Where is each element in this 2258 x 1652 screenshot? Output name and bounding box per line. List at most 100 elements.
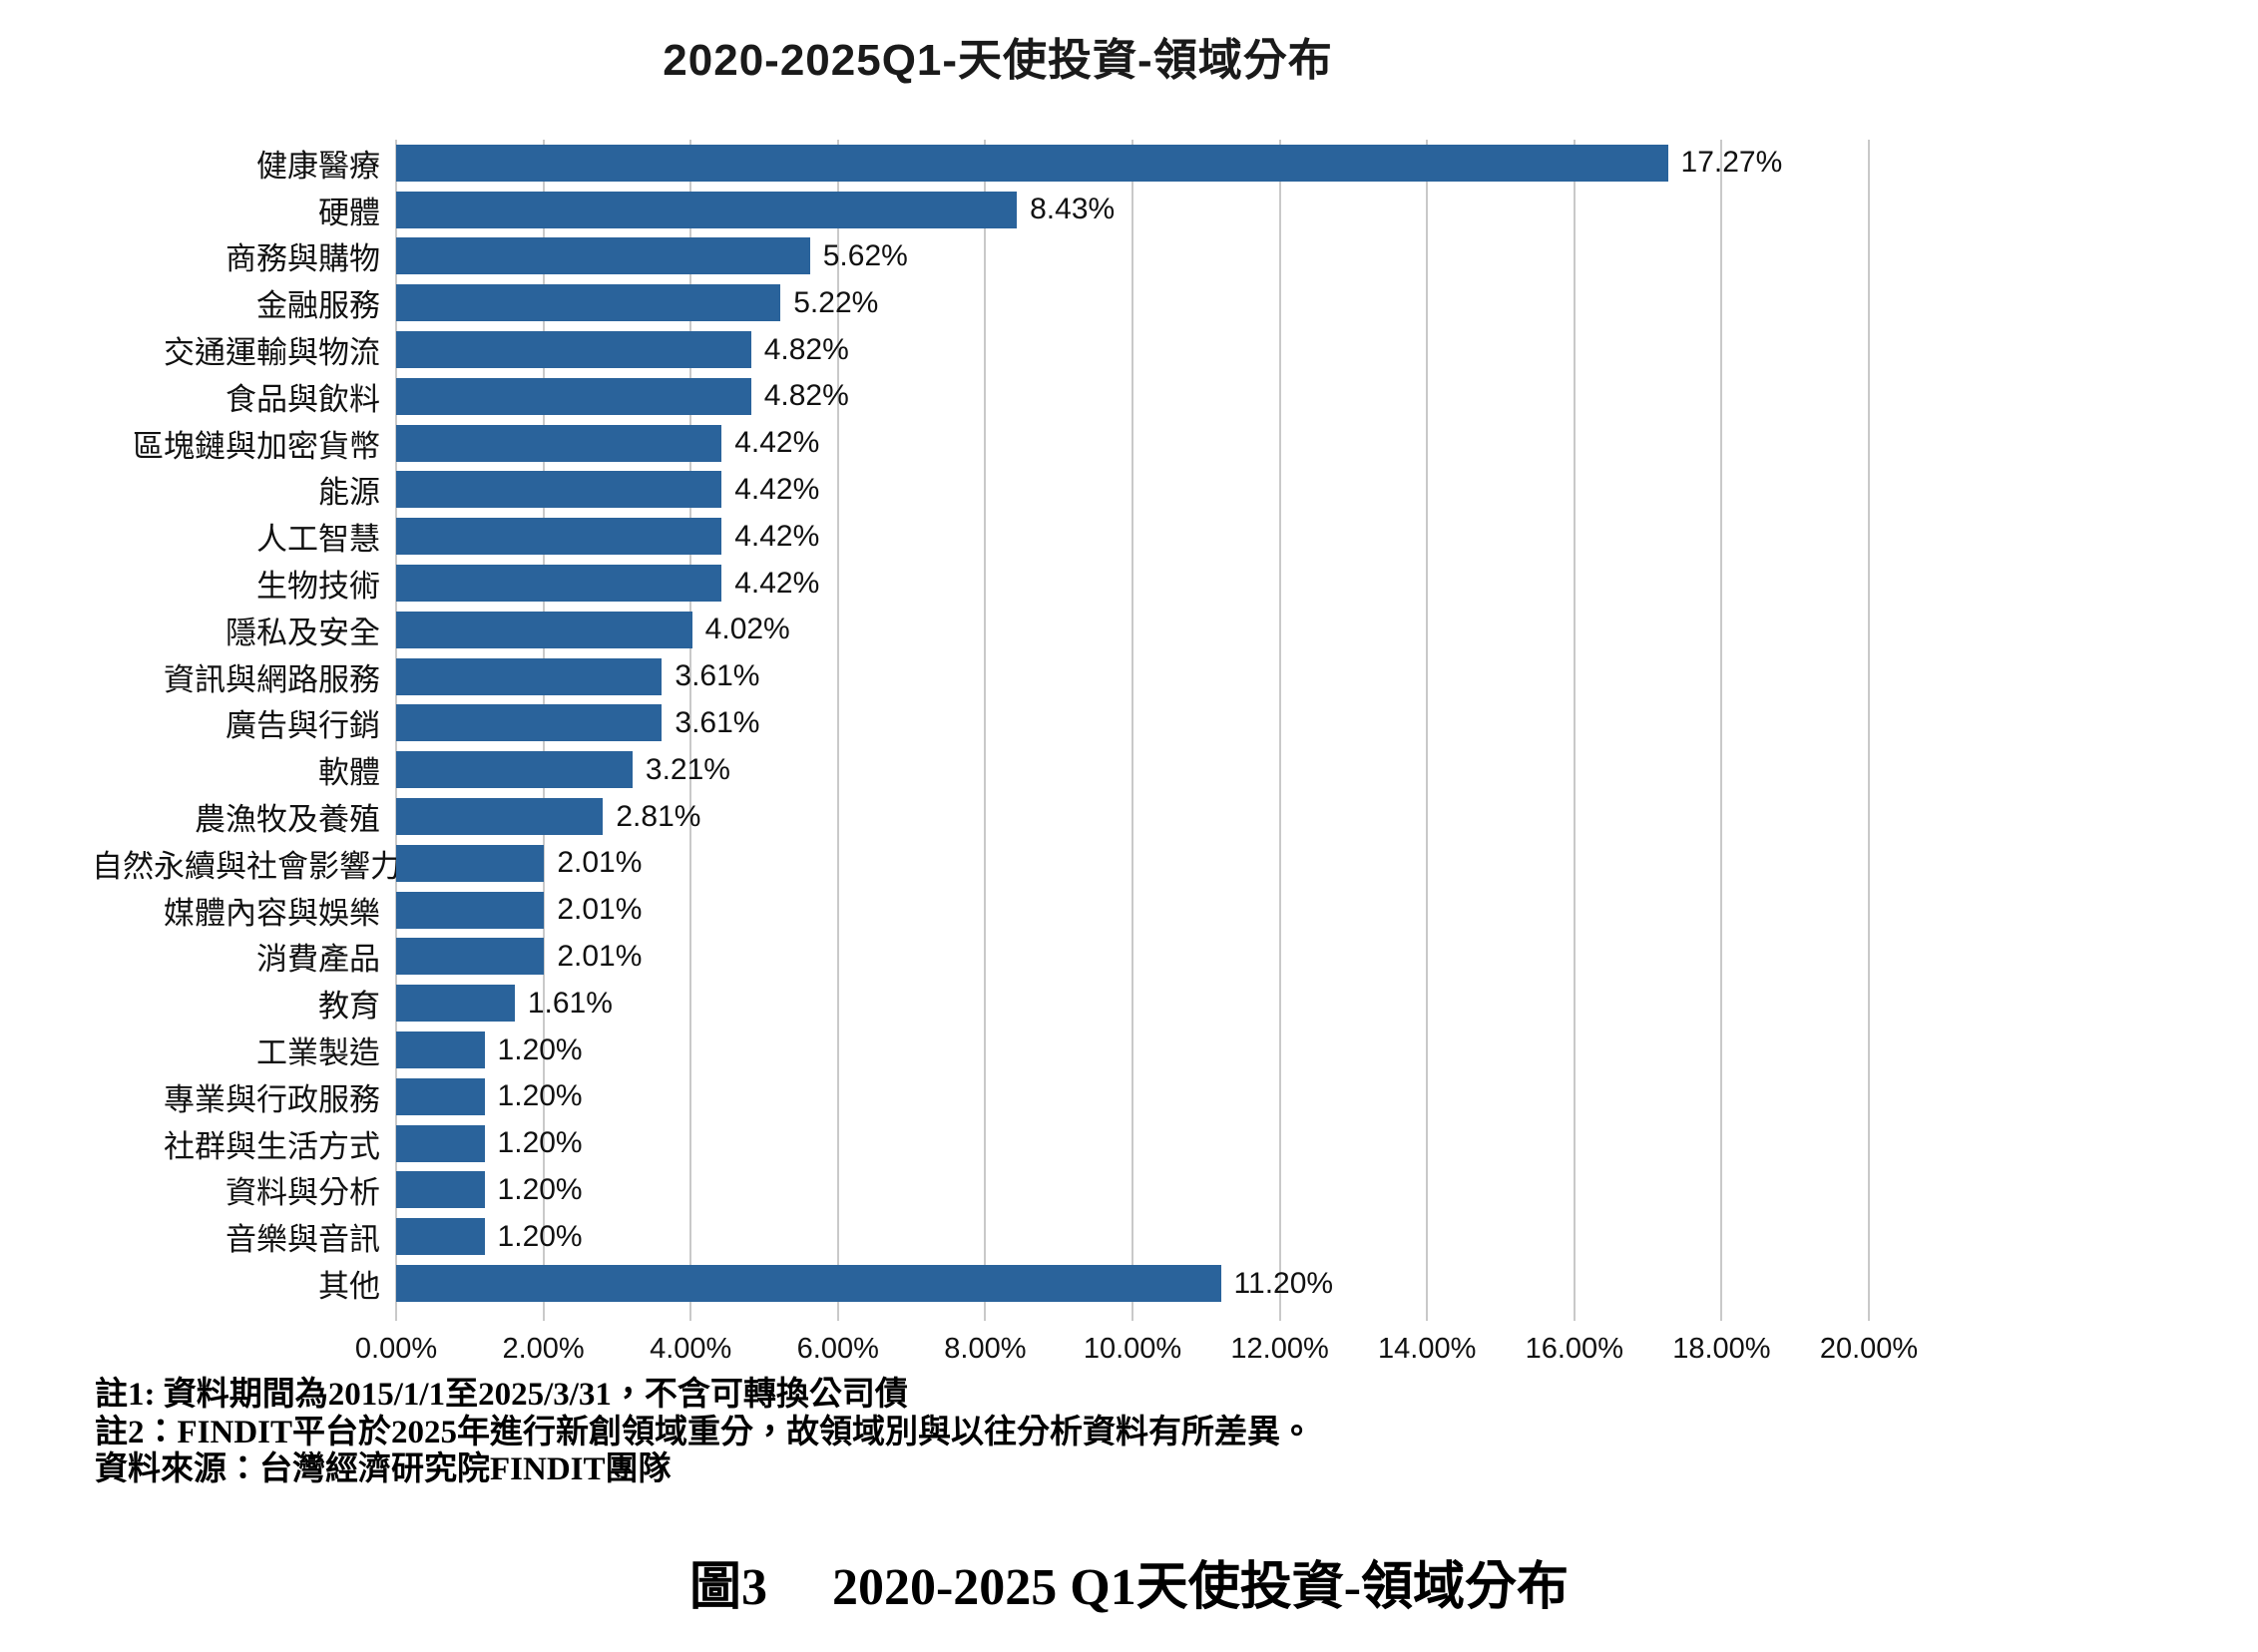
bar-row: 工業製造 1.20% [92, 1027, 2187, 1073]
category-label: 音樂與音訊 [226, 1222, 380, 1258]
bar [396, 471, 722, 509]
x-axis-tick-label: 18.00% [1672, 1333, 1771, 1365]
gridline [1720, 140, 1723, 1321]
value-label: 3.61% [675, 659, 760, 693]
bar [396, 518, 722, 556]
x-axis-tick-label: 2.00% [502, 1333, 585, 1365]
bar-row: 社群與生活方式 1.20% [92, 1120, 2187, 1167]
bar [396, 704, 663, 742]
value-label: 11.20% [1233, 1266, 1334, 1300]
category-label: 軟體 [318, 755, 380, 791]
value-label: 8.43% [1030, 193, 1116, 226]
bar [396, 1032, 485, 1069]
category-label: 媒體內容與娛樂 [164, 895, 380, 931]
gridline [836, 140, 839, 1321]
bar [396, 331, 751, 369]
value-label: 4.02% [704, 613, 790, 646]
value-label: 17.27% [1680, 146, 1783, 180]
bar-track: 3.61% [396, 700, 1869, 747]
bar-track: 2.81% [396, 793, 1869, 840]
category-label: 生物技術 [256, 569, 380, 605]
value-label: 1.20% [497, 1079, 583, 1113]
bar [396, 565, 722, 603]
bar-track: 1.20% [396, 1027, 1869, 1073]
category-label: 區塊鏈與加密貨幣 [133, 428, 380, 464]
value-label: 4.82% [763, 379, 849, 413]
bar-track: 1.20% [396, 1213, 1869, 1260]
bar-row: 生物技術 4.42% [92, 560, 2187, 607]
bar-track: 1.61% [396, 980, 1869, 1027]
category-label: 隱私及安全 [226, 615, 380, 650]
chart-title: 2020-2025Q1-天使投資-領域分布 [663, 36, 1333, 85]
bar-row: 資訊與網路服務 3.61% [92, 653, 2187, 700]
x-axis-tick-label: 8.00% [944, 1333, 1027, 1365]
bar-row: 能源 4.42% [92, 467, 2187, 514]
bar-track: 3.61% [396, 653, 1869, 700]
data-source: 資料來源：台灣經濟研究院FINDIT團隊 [95, 1451, 672, 1488]
value-label: 4.82% [763, 332, 849, 366]
category-label: 人工智慧 [256, 522, 380, 558]
category-label: 交通運輸與物流 [164, 335, 380, 371]
category-label: 社群與生活方式 [164, 1128, 380, 1164]
bar [396, 424, 722, 462]
bar [396, 377, 751, 415]
bar [396, 751, 633, 789]
category-label: 專業與行政服務 [164, 1081, 380, 1117]
value-label: 1.20% [497, 1172, 583, 1206]
value-label: 2.81% [616, 799, 701, 833]
bar-track: 4.42% [396, 560, 1869, 607]
bar-track: 8.43% [396, 187, 1869, 233]
bar [396, 798, 604, 836]
gridline [1426, 140, 1429, 1321]
gridline [984, 140, 987, 1321]
category-label: 農漁牧及養殖 [195, 802, 380, 838]
gridline [1573, 140, 1576, 1321]
bar [396, 1218, 485, 1256]
category-label: 健康醫療 [256, 148, 380, 184]
bar-row: 音樂與音訊 1.20% [92, 1213, 2187, 1260]
bar-row: 商務與購物 5.62% [92, 233, 2187, 280]
bar-row: 金融服務 5.22% [92, 279, 2187, 326]
value-label: 4.42% [734, 472, 820, 506]
bar [396, 611, 692, 648]
bar-row: 區塊鏈與加密貨幣 4.42% [92, 420, 2187, 467]
bar-track: 11.20% [396, 1260, 1869, 1307]
bar-row: 農漁牧及養殖 2.81% [92, 793, 2187, 840]
bar-track: 2.01% [396, 887, 1869, 934]
bar-row: 專業與行政服務 1.20% [92, 1073, 2187, 1120]
value-label: 2.01% [557, 939, 643, 973]
gridline [1278, 140, 1281, 1321]
x-axis-tick-label: 0.00% [354, 1333, 438, 1365]
bar-chart: 健康醫療 17.27% 硬體 8.43% 商務與購物 5.62% 金融服務 5.22% 交通運輸… [92, 140, 2187, 1397]
bar-row: 軟體 3.21% [92, 746, 2187, 793]
gridline [1131, 140, 1133, 1321]
category-label: 金融服務 [256, 288, 380, 324]
category-label: 硬體 [318, 195, 380, 230]
bar-row: 資料與分析 1.20% [92, 1167, 2187, 1214]
x-axis-tick-label: 12.00% [1230, 1333, 1329, 1365]
value-label: 2.01% [557, 893, 643, 927]
bar [396, 237, 810, 275]
bar [396, 938, 545, 976]
value-label: 4.42% [734, 566, 820, 600]
category-label: 資訊與網路服務 [164, 661, 380, 697]
bar-track: 4.42% [396, 513, 1869, 560]
bar [396, 985, 515, 1023]
bar-row: 自然永續與社會影響力 2.01% [92, 840, 2187, 887]
bar [396, 657, 663, 695]
value-label: 5.22% [793, 285, 879, 319]
x-axis-tick-label: 6.00% [796, 1333, 879, 1365]
bar [396, 1077, 485, 1115]
figure-caption: 圖3 2020-2025 Q1天使投資-領域分布 [688, 1559, 1570, 1616]
bar-track: 4.82% [396, 326, 1869, 373]
bar [396, 844, 545, 882]
value-label: 1.20% [497, 1126, 583, 1160]
bar-row: 健康醫療 17.27% [92, 140, 2187, 187]
bar-track: 2.01% [396, 934, 1869, 981]
bar-track: 3.21% [396, 746, 1869, 793]
bar-row: 媒體內容與娛樂 2.01% [92, 887, 2187, 934]
bar [396, 284, 781, 322]
bar-row: 交通運輸與物流 4.82% [92, 326, 2187, 373]
bar-track: 4.42% [396, 467, 1869, 514]
